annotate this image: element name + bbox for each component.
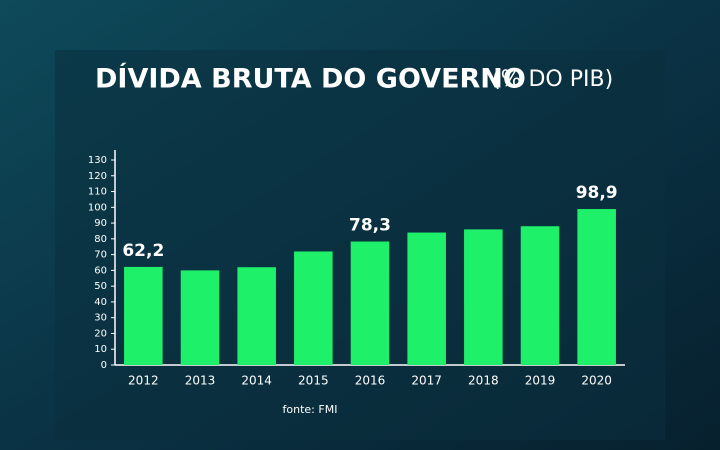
bar	[464, 229, 503, 365]
y-tick-label: 20	[94, 328, 107, 339]
value-label: 78,3	[349, 216, 391, 236]
x-tick-label: 2014	[241, 374, 272, 388]
y-tick-label: 0	[101, 360, 107, 371]
y-tick-label: 130	[88, 155, 107, 166]
y-tick-label: 60	[94, 265, 107, 276]
x-tick-label: 2019	[525, 374, 556, 388]
y-tick-label: 40	[94, 297, 107, 308]
value-label: 62,2	[122, 241, 164, 261]
y-tick-label: 10	[94, 344, 107, 355]
y-tick-label: 100	[88, 202, 107, 213]
x-tick-label: 2017	[411, 374, 442, 388]
x-tick-label: 2020	[581, 374, 612, 388]
bar	[294, 251, 333, 365]
chart-title: DÍVIDA BRUTA DO GOVERNO	[95, 63, 526, 95]
x-tick-label: 2018	[468, 374, 499, 388]
bar	[407, 232, 446, 365]
y-tick-label: 80	[94, 234, 107, 245]
y-tick-label: 120	[88, 171, 107, 182]
y-tick-label: 30	[94, 313, 107, 324]
bar	[350, 241, 390, 365]
y-tick-label: 70	[94, 250, 107, 261]
source: fonte: FMI	[283, 403, 338, 416]
x-tick-label: 2013	[185, 374, 216, 388]
x-tick-label: 2016	[355, 374, 386, 388]
x-tick-label: 2015	[298, 374, 329, 388]
bar	[124, 266, 163, 365]
bar	[520, 226, 560, 365]
bar	[180, 270, 220, 365]
bar	[577, 209, 616, 365]
bar	[237, 267, 276, 365]
x-tick-label: 2012	[128, 374, 159, 388]
y-tick-label: 50	[94, 281, 107, 292]
chart-subtitle: (% DO PIB)	[492, 67, 613, 92]
y-tick-label: 90	[94, 218, 107, 229]
y-tick-label: 110	[88, 187, 107, 198]
value-label: 98,9	[576, 183, 618, 203]
